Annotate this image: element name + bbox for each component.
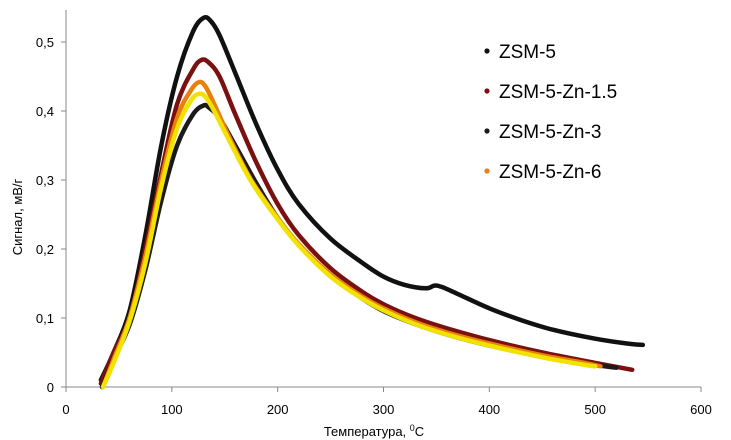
legend-label: ZSM-5-Zn-1.5	[499, 82, 617, 103]
y-axis-title: Сигнал, мВ/г	[10, 178, 25, 255]
x-tick-label: 100	[161, 402, 183, 417]
x-tick-label: 400	[478, 402, 500, 417]
series-layer	[98, 14, 646, 390]
series-yellow-line	[100, 91, 598, 390]
y-ticks: 0 0,1 0,2 0,3 0,4 0,5	[36, 35, 66, 395]
y-tick-label: 0,5	[36, 35, 54, 50]
legend-label: ZSM-5-Zn-6	[499, 162, 601, 183]
legend-marker	[484, 128, 490, 134]
y-tick-label: 0,1	[36, 311, 54, 326]
x-axis-title: Температура, 0C	[324, 423, 424, 439]
x-axis-title-superscript: 0	[410, 423, 415, 433]
y-tick-label: 0,4	[36, 104, 54, 119]
x-tick-label: 0	[62, 402, 69, 417]
x-axis-title-text: Температура,	[324, 424, 410, 439]
legend-marker	[484, 48, 490, 54]
legend-label: ZSM-5-Zn-3	[499, 122, 601, 143]
legend-marker	[484, 88, 490, 94]
x-tick-label: 200	[267, 402, 289, 417]
x-tick-label: 300	[373, 402, 395, 417]
y-tick-label: 0,2	[36, 242, 54, 257]
x-ticks: 0 100 200 300 400 500 600	[62, 387, 712, 417]
y-tick-label: 0	[47, 380, 54, 395]
x-tick-label: 500	[584, 402, 606, 417]
series-zsm-5-zn-3	[99, 102, 619, 390]
y-tick-label: 0,3	[36, 173, 54, 188]
series-zsm-5	[98, 14, 646, 383]
x-axis-title-unit: C	[415, 424, 424, 439]
legend-marker	[484, 168, 490, 174]
legend: ZSM-5 ZSM-5-Zn-1.5 ZSM-5-Zn-3 ZSM-5-Zn-6	[484, 42, 617, 183]
x-tick-label: 600	[690, 402, 712, 417]
legend-label: ZSM-5	[499, 42, 556, 63]
